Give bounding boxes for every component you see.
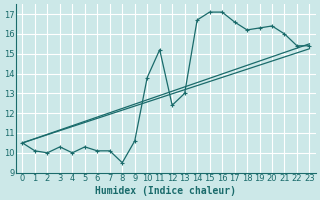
X-axis label: Humidex (Indice chaleur): Humidex (Indice chaleur) — [95, 186, 236, 196]
